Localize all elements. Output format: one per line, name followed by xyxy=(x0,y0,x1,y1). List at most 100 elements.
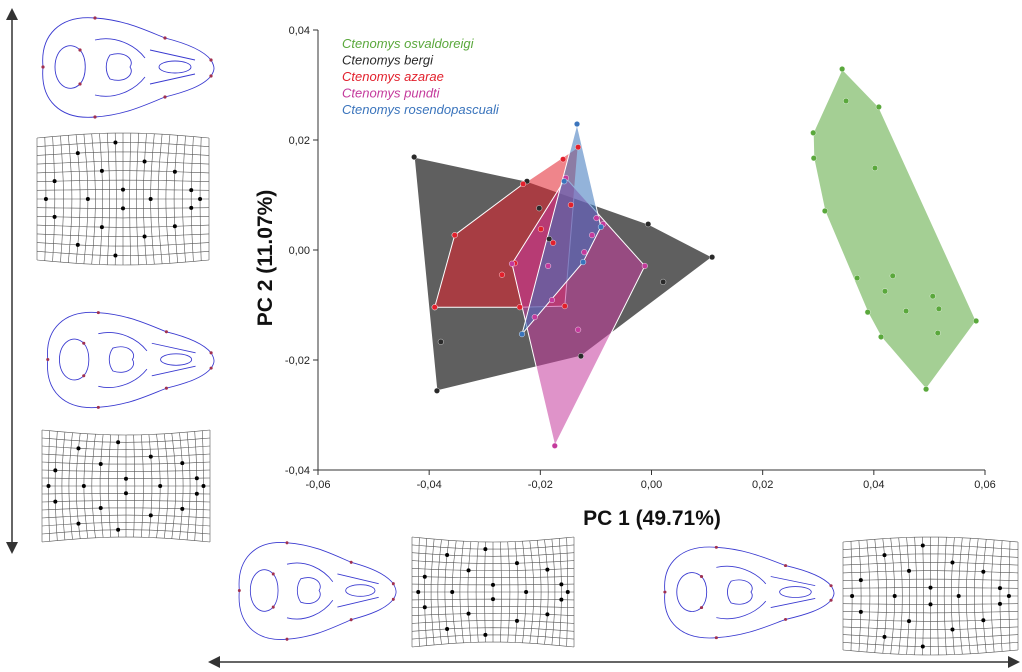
point xyxy=(930,293,936,299)
skull-landmark xyxy=(78,48,81,51)
grid-landmark xyxy=(53,468,57,472)
point xyxy=(509,261,515,267)
point xyxy=(903,308,909,314)
grid-landmark xyxy=(515,619,519,623)
grid-landmark xyxy=(957,594,961,598)
grid-landmark xyxy=(445,627,449,631)
point xyxy=(660,279,666,285)
skull-landmark xyxy=(272,606,275,609)
grid-landmark xyxy=(99,506,103,510)
grid-landmark xyxy=(76,446,80,450)
skull-outline xyxy=(41,16,214,118)
point xyxy=(560,156,566,162)
point xyxy=(642,263,648,269)
grid-landmark xyxy=(491,597,495,601)
point xyxy=(882,288,888,294)
grid-landmark xyxy=(189,188,193,192)
y-tick-label: -0,04 xyxy=(285,465,310,477)
skull-landmark xyxy=(829,584,832,587)
point xyxy=(709,254,715,260)
grid-landmark xyxy=(998,586,1002,590)
grid-landmark xyxy=(198,197,202,201)
skull-feature xyxy=(677,573,707,612)
skull-landmark xyxy=(46,358,49,361)
point xyxy=(936,306,942,312)
skull-landmark xyxy=(715,546,718,549)
legend-entry: Ctenomys rosendopascuali xyxy=(342,102,500,117)
y-tick-label: 0,00 xyxy=(289,245,310,257)
x-tick-label: -0,02 xyxy=(528,479,553,491)
skull-feature xyxy=(59,339,88,380)
grid-landmark xyxy=(99,462,103,466)
grid-landmark xyxy=(116,440,120,444)
point xyxy=(645,221,651,227)
grid-landmark xyxy=(559,582,563,586)
skull-feature xyxy=(55,46,85,89)
point xyxy=(552,443,558,449)
x-tick-label: 0,04 xyxy=(863,479,884,491)
skull-landmark xyxy=(97,406,100,409)
grid-landmark xyxy=(545,612,549,616)
grid-row xyxy=(412,642,574,647)
grid-landmark xyxy=(998,602,1002,606)
skull-contour xyxy=(239,543,396,640)
skull-feature xyxy=(287,563,333,619)
grid-row xyxy=(42,537,210,542)
point xyxy=(878,334,884,340)
legend-entry: Ctenomys osvaldoreigi xyxy=(342,36,475,51)
grid-landmark xyxy=(467,612,471,616)
skull-feature xyxy=(152,343,196,376)
point xyxy=(594,215,600,221)
grid-landmark xyxy=(950,561,954,565)
grid-landmark xyxy=(195,476,199,480)
skull-feature xyxy=(727,580,752,604)
point xyxy=(434,388,440,394)
point xyxy=(876,104,882,110)
point xyxy=(538,226,544,232)
grid-landmark xyxy=(76,151,80,155)
point xyxy=(575,327,581,333)
x-axis-title: PC 1 (49.71%) xyxy=(583,507,721,530)
y-tick-label: 0,04 xyxy=(289,25,310,37)
grid-landmark xyxy=(82,484,86,488)
grid-landmark xyxy=(950,627,954,631)
skull-feature xyxy=(161,354,192,365)
grid-landmark xyxy=(124,477,128,481)
skull-landmark xyxy=(715,636,718,639)
point xyxy=(810,130,816,136)
grid-landmark xyxy=(76,522,80,526)
point xyxy=(578,353,584,359)
grid-landmark xyxy=(180,461,184,465)
skull-landmark xyxy=(210,351,213,354)
skull-landmark xyxy=(165,387,168,390)
skull-landmark xyxy=(700,575,703,578)
skull-contour xyxy=(665,547,834,638)
point xyxy=(589,232,595,238)
skull-feature xyxy=(98,332,147,387)
y-axis-title: PC 2 (11.07%) xyxy=(254,190,277,327)
grid-landmark xyxy=(929,586,933,590)
figure: -0,04-0,020,000,020,04-0,06-0,04-0,020,0… xyxy=(0,0,1022,672)
grid-landmark xyxy=(859,578,863,582)
skull-landmark xyxy=(286,638,289,641)
skull-landmark xyxy=(165,330,168,333)
grid-landmark xyxy=(423,575,427,579)
grid-landmark xyxy=(566,590,570,594)
skull-feature xyxy=(337,574,378,607)
grid-landmark xyxy=(47,484,51,488)
point xyxy=(519,331,525,337)
skull-landmark xyxy=(163,36,166,39)
grid-landmark xyxy=(445,553,449,557)
grid-landmark xyxy=(100,169,104,173)
point xyxy=(581,249,587,255)
skull-outline xyxy=(238,541,396,641)
skull-outline xyxy=(663,546,834,639)
skull-landmark xyxy=(93,16,96,19)
point xyxy=(561,178,567,184)
skull-landmark xyxy=(784,564,787,567)
point xyxy=(411,154,417,160)
grid-landmark xyxy=(76,243,80,247)
point xyxy=(811,155,817,161)
deformation-grid xyxy=(37,133,209,265)
